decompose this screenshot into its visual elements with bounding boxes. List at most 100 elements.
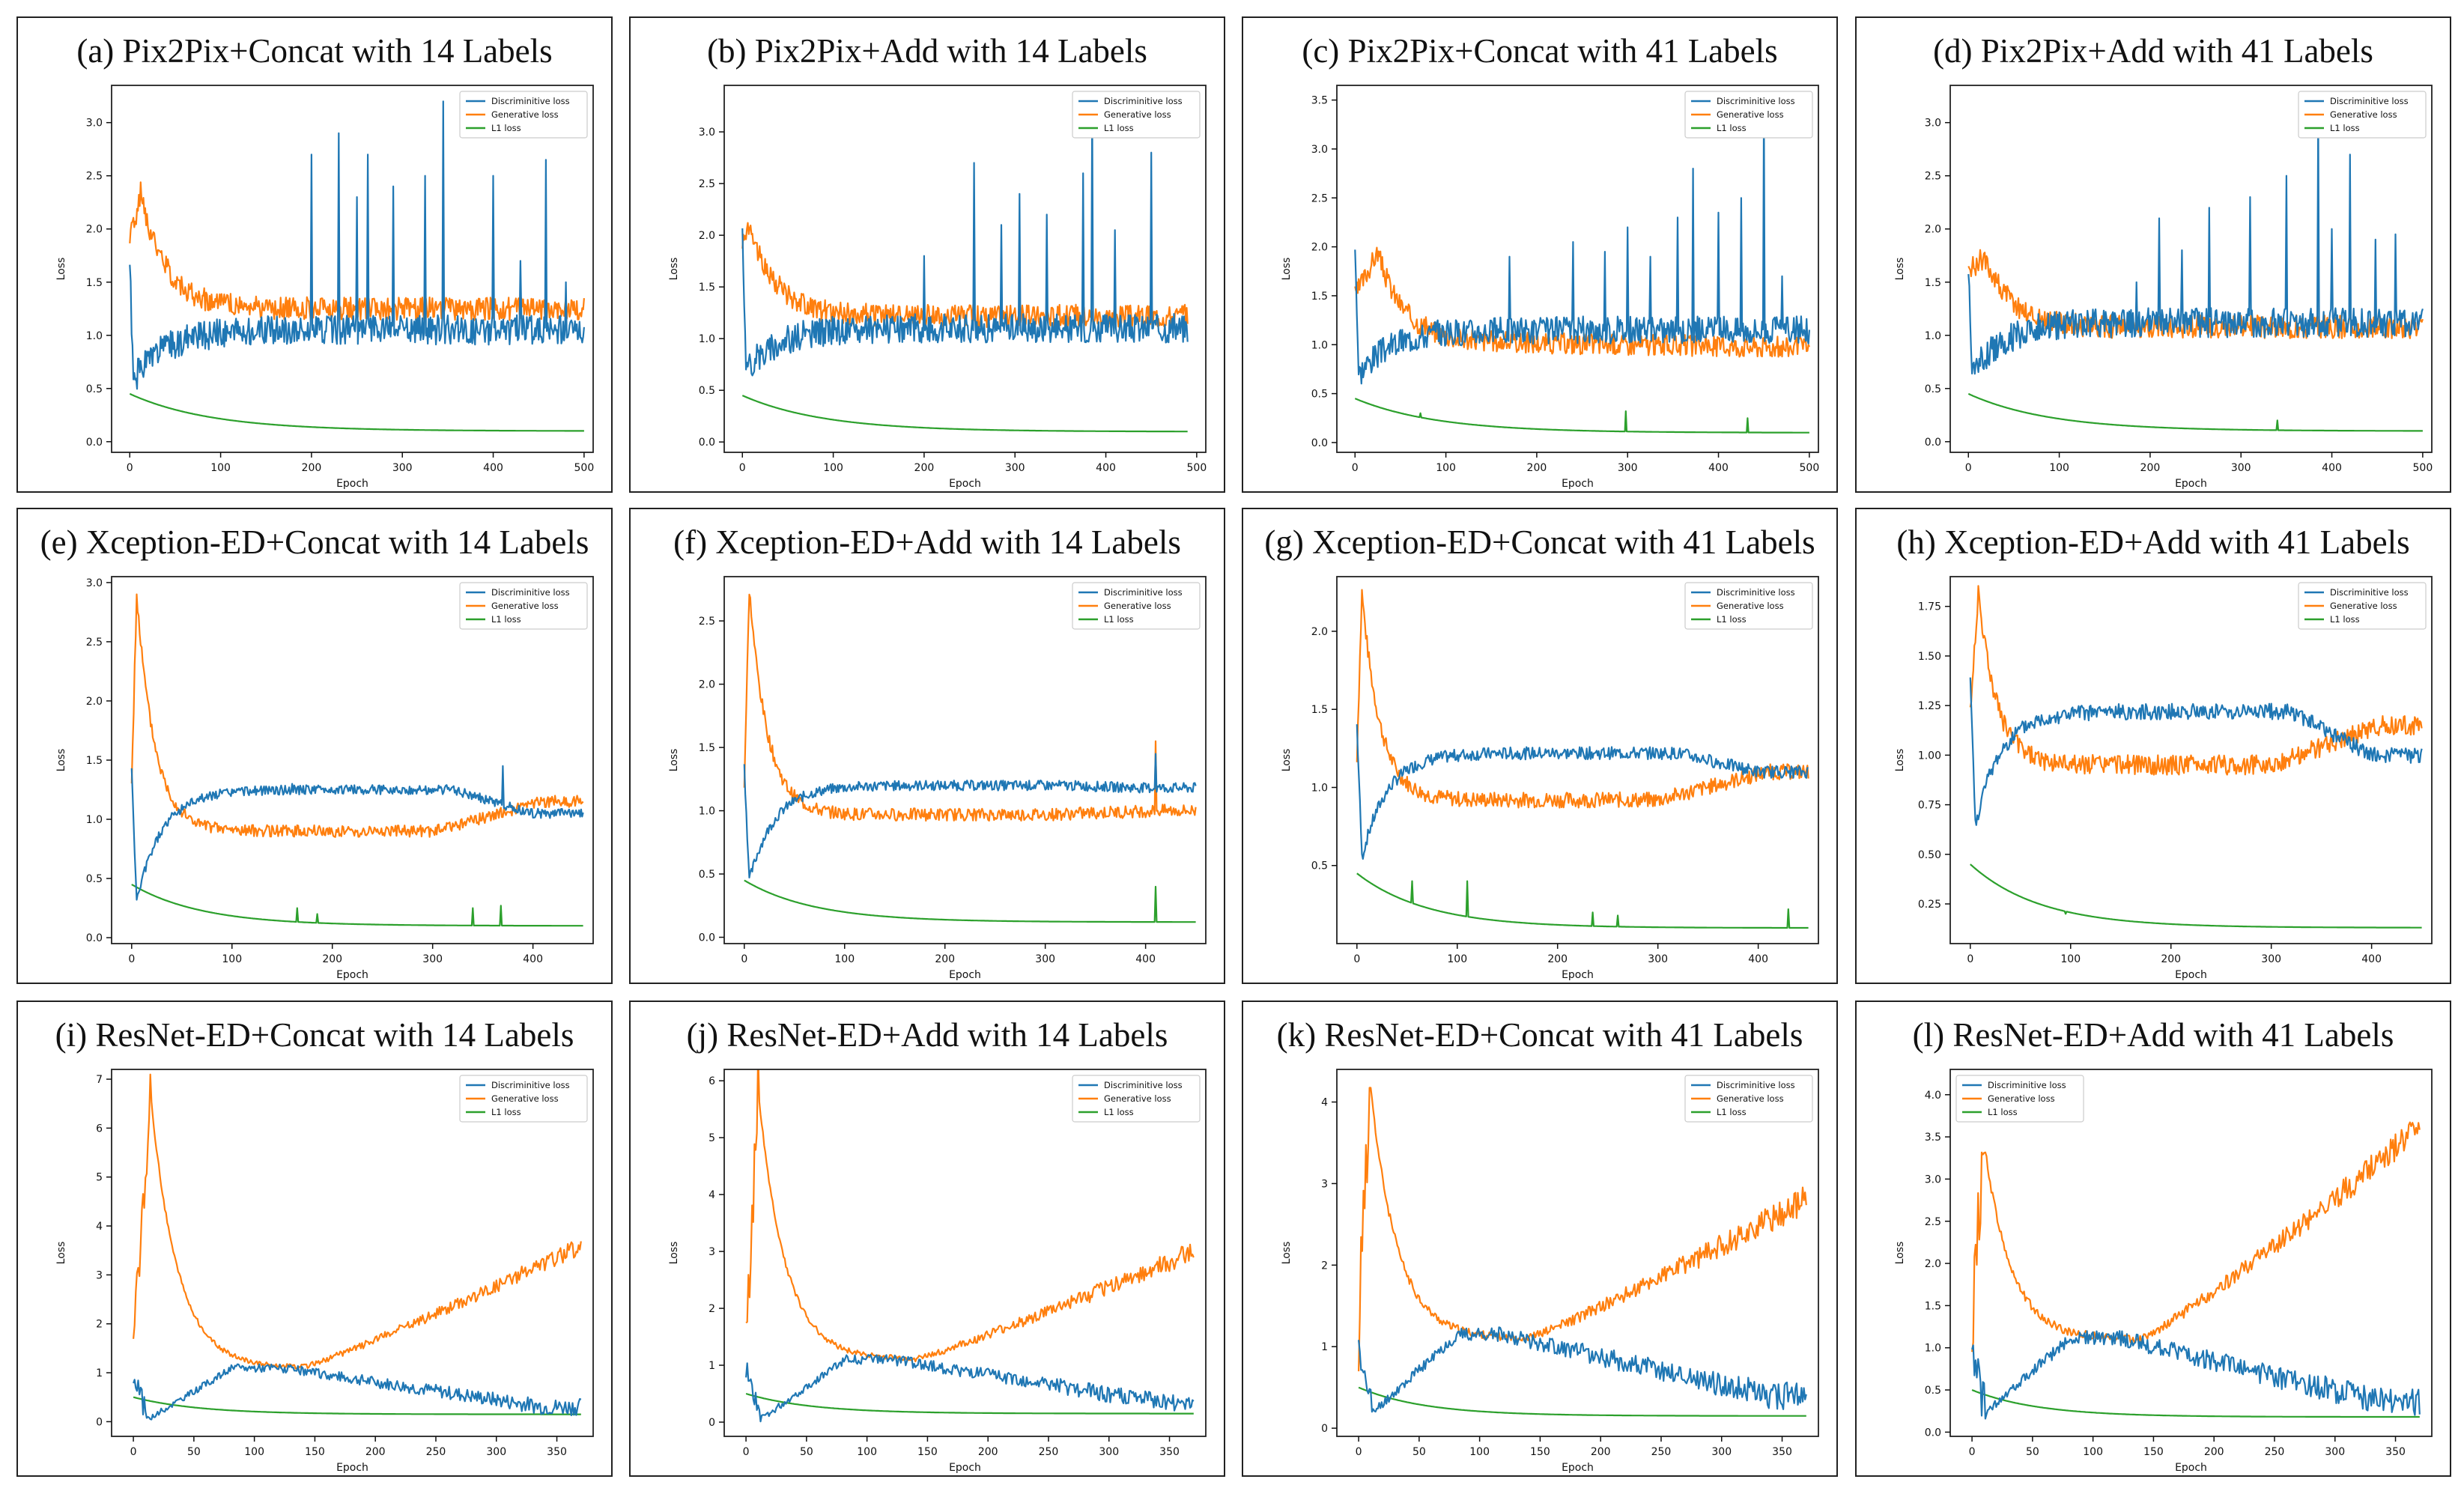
y-tick-label: 3.0 [699, 127, 715, 139]
x-tick-label: 0 [1965, 462, 1972, 474]
y-tick-label: 2.0 [1311, 626, 1328, 638]
x-tick-label: 250 [2265, 1446, 2285, 1458]
l1-loss-line [741, 395, 1188, 433]
discriminitive-loss-line [1356, 724, 1809, 860]
y-tick-label: 3.0 [86, 118, 103, 130]
chart-svg: 0 100 200 300 400 500 0.0 0.5 1.0 1.5 2.0 2.5 3.0 Epo… [55, 85, 594, 490]
y-tick-label: 0.75 [1918, 800, 1941, 812]
plot-frame [1336, 576, 1819, 944]
y-tick-label: 1.0 [86, 330, 103, 342]
y-tick-label: 4 [708, 1189, 715, 1201]
chart-svg: 0 100 200 300 400 0.0 0.5 1.0 1.5 2.0 2.5 Epoch Loss… [668, 576, 1207, 981]
y-tick-label: 0.5 [1925, 383, 1941, 395]
generative-loss-line [1354, 246, 1810, 358]
y-tick-label: 1.00 [1918, 750, 1941, 762]
y-tick-label: 0.0 [86, 437, 103, 449]
l1-loss-line [129, 392, 584, 432]
x-tick-label: 300 [1005, 462, 1025, 474]
l1-loss-line [1967, 392, 2423, 432]
y-tick-label: 1 [708, 1360, 715, 1372]
x-tick-label: 300 [1711, 1446, 1732, 1458]
x-tick-label: 0 [128, 953, 135, 965]
y-axis-label: Loss [1894, 749, 1906, 772]
legend-label: Discriminitive loss [491, 1080, 570, 1090]
y-tick-label: 0.5 [1311, 389, 1328, 401]
y-tick-label: 2.5 [1925, 1216, 1941, 1228]
x-axis-label: Epoch [336, 478, 368, 490]
l1-loss-line [1354, 398, 1809, 434]
legend-label: Generative loss [1717, 109, 1784, 120]
chart-title: (b) Pix2Pix+Add with 14 Labels [707, 32, 1147, 70]
y-tick-label: 2.0 [86, 696, 103, 708]
legend-label: Generative loss [1104, 1093, 1171, 1104]
generative-loss-line [133, 1073, 582, 1370]
generative-loss-line [1358, 1087, 1807, 1372]
x-tick-label: 350 [1159, 1446, 1180, 1458]
discriminitive-loss-line [129, 100, 585, 390]
x-tick-label: 200 [1591, 1446, 1611, 1458]
legend: Discriminitive loss Generative loss L1 los… [1684, 582, 1813, 630]
x-tick-label: 100 [1436, 462, 1456, 474]
y-tick-label: 2.0 [699, 230, 715, 242]
x-tick-label: 400 [1708, 462, 1729, 474]
y-tick-label: 4 [96, 1221, 103, 1233]
x-tick-label: 200 [1527, 462, 1547, 474]
x-tick-label: 300 [1618, 462, 1638, 474]
x-tick-label: 200 [302, 462, 322, 474]
chart-panel: 0 100 200 300 400 500 0.0 0.5 1.0 1.5 2.0 2.5 3.0 3.5… [1242, 16, 1838, 493]
chart-svg: 0 100 200 300 400 0.25 0.50 0.75 1.00 1.25 1.50 1.7… [1894, 576, 2433, 981]
chart-title: (c) Pix2Pix+Concat with 41 Labels [1302, 32, 1778, 70]
y-tick-label: 3.5 [1925, 1132, 1941, 1144]
x-axis-label: Epoch [336, 1462, 368, 1474]
y-tick-label: 0.5 [1925, 1385, 1941, 1397]
x-tick-label: 300 [1035, 953, 1055, 965]
chart-panel: 0 100 200 300 400 500 0.0 0.5 1.0 1.5 2.0 2.5 3.0 Epo… [629, 16, 1225, 493]
x-tick-label: 200 [322, 953, 342, 965]
discriminitive-loss-line [1971, 1330, 2421, 1420]
plot-frame [111, 85, 594, 453]
legend: Discriminitive loss Generative loss L1 los… [1072, 91, 1201, 139]
plot-frame [1336, 85, 1819, 453]
legend-label: Discriminitive loss [1717, 1080, 1795, 1090]
y-tick-label: 2 [96, 1319, 103, 1331]
x-tick-label: 200 [978, 1446, 998, 1458]
x-tick-label: 200 [1547, 953, 1568, 965]
x-tick-label: 0 [1969, 1446, 1976, 1458]
legend-label: L1 loss [1717, 123, 1747, 133]
x-tick-label: 200 [914, 462, 935, 474]
x-tick-label: 100 [823, 462, 843, 474]
chart-title: (l) ResNet-ED+Add with 41 Labels [1912, 1016, 2394, 1054]
x-tick-label: 100 [1469, 1446, 1490, 1458]
y-tick-label: 5 [96, 1172, 103, 1184]
x-tick-label: 250 [1039, 1446, 1059, 1458]
legend-label: Generative loss [491, 109, 559, 120]
x-tick-label: 100 [1447, 953, 1467, 965]
x-tick-label: 200 [365, 1446, 386, 1458]
y-tick-label: 3 [708, 1246, 715, 1258]
y-tick-label: 0.0 [1925, 437, 1941, 449]
plot-frame [723, 576, 1207, 944]
y-tick-label: 6 [96, 1123, 103, 1135]
chart-title: (f) Xception-ED+Add with 14 Labels [673, 523, 1181, 561]
legend-label: Generative loss [491, 1093, 559, 1104]
y-tick-label: 0.5 [699, 869, 715, 881]
x-tick-label: 150 [917, 1446, 938, 1458]
x-axis-label: Epoch [1562, 1462, 1594, 1474]
legend-label: Generative loss [1104, 601, 1171, 611]
x-axis-label: Epoch [2175, 1462, 2207, 1474]
legend: Discriminitive loss Generative loss L1 los… [1072, 1075, 1201, 1123]
y-axis-label: Loss [55, 1242, 67, 1265]
chart-svg: 0 100 200 300 400 500 0.0 0.5 1.0 1.5 2.0 2.5 3.0 Epo… [668, 85, 1207, 490]
discriminitive-loss-line [743, 753, 1197, 878]
legend-label: Discriminitive loss [1104, 1080, 1183, 1090]
x-tick-label: 300 [422, 953, 443, 965]
y-tick-label: 6 [708, 1075, 715, 1087]
x-tick-label: 100 [222, 953, 242, 965]
x-tick-label: 200 [2140, 462, 2161, 474]
discriminitive-loss-line [741, 105, 1189, 377]
y-tick-label: 1.0 [1925, 330, 1941, 342]
y-tick-label: 7 [96, 1074, 103, 1086]
legend-label: Discriminitive loss [2330, 587, 2409, 598]
x-tick-label: 500 [2413, 462, 2433, 474]
x-tick-label: 350 [1772, 1446, 1792, 1458]
